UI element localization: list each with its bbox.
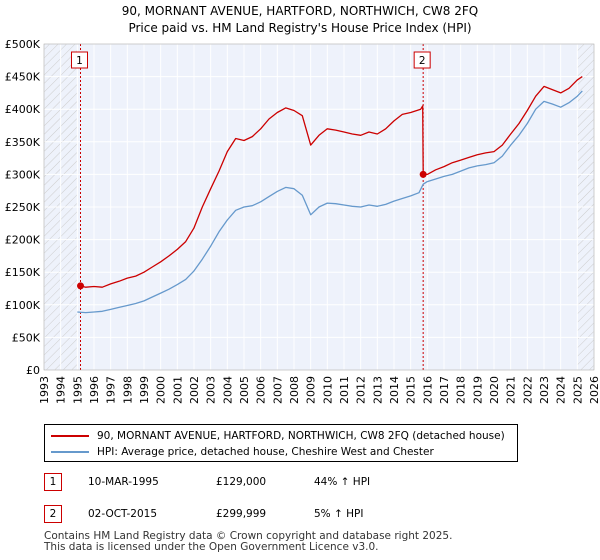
legend-swatch-property	[51, 435, 89, 437]
y-tick-label: £100K	[5, 299, 41, 312]
chart-sale-badge-2	[413, 51, 431, 69]
x-tick-label: 2002	[188, 376, 201, 404]
x-tick-label: 2007	[271, 376, 284, 404]
sale-price-2: £299,999	[216, 508, 267, 520]
legend-swatch-hpi	[51, 451, 89, 453]
y-tick-label: £150K	[5, 266, 41, 279]
y-tick-label: £300K	[5, 168, 41, 181]
x-tick-label: 2025	[571, 376, 584, 404]
x-tick-label: 2004	[221, 376, 234, 404]
legend-label-hpi: HPI: Average price, detached house, Ches…	[97, 446, 434, 458]
sale-point-2	[419, 170, 427, 178]
sale-badge-2: 2	[44, 505, 62, 523]
x-tick-label: 2011	[338, 376, 351, 404]
x-tick-label: 2010	[321, 376, 334, 404]
sale-price-1: £129,000	[216, 476, 267, 488]
x-tick-label: 2006	[255, 376, 268, 404]
x-tick-label: 2019	[471, 376, 484, 404]
sale-date-2: 02-OCT-2015	[88, 508, 157, 520]
x-tick-label: 1997	[105, 376, 118, 404]
plot-frame	[43, 43, 595, 371]
x-tick-label: 2024	[555, 376, 568, 404]
x-tick-label: 1993	[38, 376, 51, 404]
x-tick-label: 2000	[155, 376, 168, 404]
x-tick-label: 2023	[538, 376, 551, 404]
footer-line-2: This data is licensed under the Open Gov…	[44, 541, 379, 553]
x-tick-label: 2017	[438, 376, 451, 404]
x-tick-label: 1998	[121, 376, 134, 404]
x-tick-label: 2021	[505, 376, 518, 404]
sale-point-1	[77, 282, 84, 290]
y-tick-label: £500K	[5, 38, 41, 51]
property-series-line	[80, 76, 583, 288]
y-tick-label: £450K	[5, 71, 41, 84]
chart-sale-badge-1	[71, 51, 88, 69]
y-tick-label: £250K	[5, 201, 41, 214]
sale-row-2: 2 02-OCT-2015 £299,999 5% ↑ HPI	[44, 505, 544, 525]
sale-badge-1: 1	[44, 473, 62, 491]
x-tick-label: 1995	[71, 376, 84, 404]
y-tick-label: £0	[26, 364, 40, 377]
sale-row-1: 1 10-MAR-1995 £129,000 44% ↑ HPI	[44, 473, 544, 493]
x-tick-label: 2001	[171, 376, 184, 404]
x-tick-label: 2018	[455, 376, 468, 404]
x-tick-label: 2013	[371, 376, 384, 404]
legend-item-property: 90, MORNANT AVENUE, HARTFORD, NORTHWICH,…	[51, 428, 505, 444]
x-tick-label: 2016	[421, 376, 434, 404]
legend: 90, MORNANT AVENUE, HARTFORD, NORTHWICH,…	[44, 424, 518, 462]
x-tick-label: 2015	[405, 376, 418, 404]
x-tick-label: 2009	[305, 376, 318, 404]
sale-date-1: 10-MAR-1995	[88, 476, 159, 488]
x-tick-label: 2020	[488, 376, 501, 404]
x-tick-label: 2008	[288, 376, 301, 404]
footer-line-1: Contains HM Land Registry data © Crown c…	[44, 530, 453, 542]
x-tick-label: 1999	[138, 376, 151, 404]
x-tick-label: 2014	[388, 376, 401, 404]
chart-sale-badge-label-1: 1	[76, 55, 83, 67]
x-tick-label: 2022	[521, 376, 534, 404]
y-tick-label: £50K	[12, 331, 41, 344]
x-tick-label: 2005	[238, 376, 251, 404]
y-tick-label: £400K	[5, 103, 41, 116]
price-chart: £0 £50K £100K £150K £200K £250K £300K £350K £400…	[5, 38, 600, 404]
sale-hpi-1: 44% ↑ HPI	[314, 476, 371, 488]
x-tick-label: 2026	[588, 376, 600, 404]
sale-hpi-2: 5% ↑ HPI	[314, 508, 364, 520]
footer: Contains HM Land Registry data © Crown c…	[44, 531, 452, 553]
chart-subtitle: Price paid vs. HM Land Registry's House …	[128, 21, 472, 35]
x-tick-label: 2012	[355, 376, 368, 404]
hpi-series-line	[77, 90, 583, 314]
y-tick-label: £200K	[5, 234, 41, 247]
chart-title: 90, MORNANT AVENUE, HARTFORD, NORTHWICH,…	[121, 4, 479, 18]
legend-item-hpi: HPI: Average price, detached house, Ches…	[51, 444, 434, 460]
x-tick-label: 1996	[88, 376, 101, 404]
legend-label-property: 90, MORNANT AVENUE, HARTFORD, NORTHWICH,…	[97, 430, 505, 442]
x-tick-label: 2003	[205, 376, 218, 404]
x-tick-label: 1994	[55, 376, 68, 404]
y-tick-label: £350K	[5, 136, 41, 149]
chart-sale-badge-label-2: 2	[419, 55, 426, 67]
